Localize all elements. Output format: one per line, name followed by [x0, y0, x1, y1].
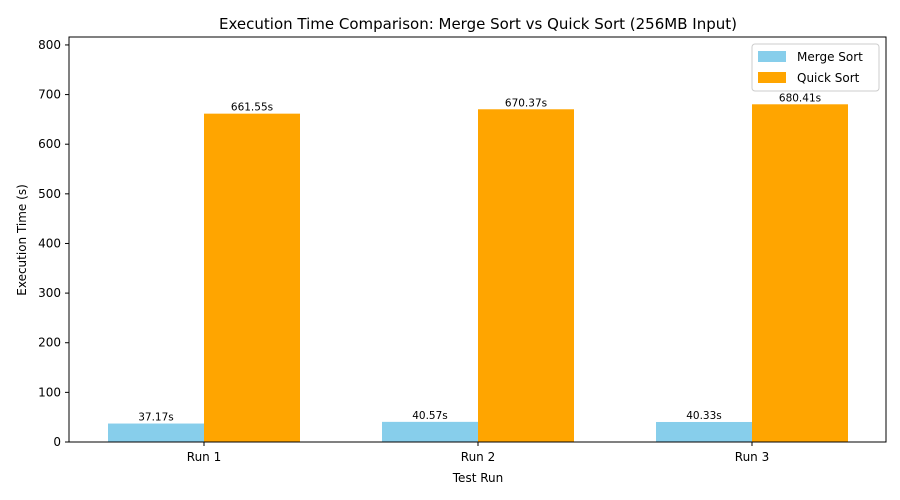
y-axis-label: Execution Time (s): [15, 184, 29, 296]
bar-merge-sort-run-2: [382, 421, 478, 442]
y-tick-label: 500: [38, 187, 61, 201]
bar-quick-sort-run-2: [478, 109, 574, 442]
legend-label: Merge Sort: [797, 50, 863, 64]
data-label: 40.57s: [412, 410, 448, 422]
data-label: 40.33s: [686, 410, 722, 422]
x-tick-label: Run 2: [461, 450, 495, 464]
x-axis-label: Test Run: [452, 471, 503, 485]
legend-label: Quick Sort: [797, 71, 860, 85]
y-tick-label: 300: [38, 286, 61, 300]
data-label: 680.41s: [779, 92, 821, 104]
x-tick-label: Run 3: [735, 450, 769, 464]
y-tick-label: 600: [38, 137, 61, 151]
bar-quick-sort-run-1: [204, 113, 300, 442]
bar-merge-sort-run-3: [656, 421, 752, 442]
y-tick-label: 800: [38, 38, 61, 52]
axes-layer: 0 100 200 300 400 500 600 700 800 Run 1 Run 2 Run 3: [38, 36, 887, 464]
bar-merge-sort-run-1: [108, 423, 204, 442]
data-label: 661.55s: [231, 102, 273, 114]
y-tick-label: 0: [53, 435, 61, 449]
y-tick-label: 700: [38, 88, 61, 102]
y-tick-label: 400: [38, 236, 61, 250]
x-tick-label: Run 1: [187, 450, 221, 464]
legend-swatch-quick-sort: [758, 72, 786, 83]
data-label: 670.37s: [505, 97, 547, 109]
data-labels-layer: 37.17s 40.57s 40.33s 661.55s 670.37s 680.41s: [138, 92, 821, 423]
y-tick-label: 100: [38, 385, 61, 399]
legend-swatch-merge-sort: [758, 51, 786, 62]
y-tick-label: 200: [38, 336, 61, 350]
bar-quick-sort-run-3: [752, 104, 848, 442]
chart-title: Execution Time Comparison: Merge Sort vs…: [219, 15, 737, 33]
legend: Merge Sort Quick Sort: [751, 43, 880, 92]
data-label: 37.17s: [138, 412, 174, 424]
bars-layer: [108, 104, 848, 442]
